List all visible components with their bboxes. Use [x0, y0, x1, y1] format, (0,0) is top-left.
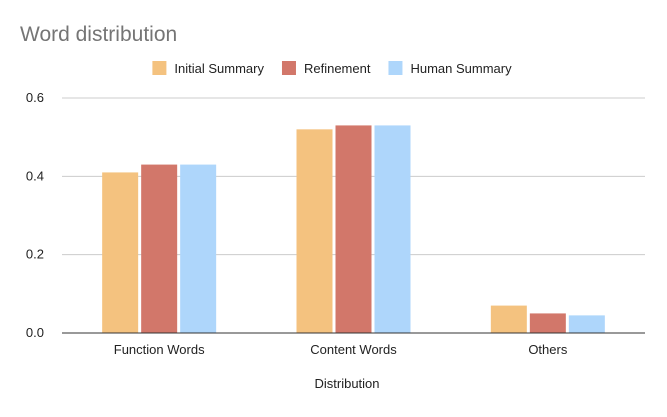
legend-label: Human Summary [410, 61, 512, 76]
x-tick-label: Others [528, 342, 568, 357]
legend-swatch [152, 61, 167, 75]
bar-initial-summary-content-words [296, 129, 333, 333]
y-tick-label: 0.4 [26, 168, 44, 183]
y-axis-ticks: 0.0 0.2 0.4 0.6 [26, 90, 44, 340]
y-tick-label: 0.0 [26, 325, 44, 340]
legend-label: Refinement [304, 61, 371, 76]
x-axis-title: Distribution [314, 376, 379, 391]
bar-refinement-others [529, 313, 566, 333]
legend-swatch [281, 61, 296, 75]
bar-refinement-function-words [141, 164, 178, 333]
bars [102, 125, 605, 334]
legend: Initial Summary Refinement Human Summary [152, 61, 512, 76]
x-tick-label: Content Words [310, 342, 397, 357]
legend-label: Initial Summary [174, 61, 264, 76]
x-axis-ticks: Function Words Content Words Others [114, 342, 568, 357]
y-tick-label: 0.6 [26, 90, 44, 105]
bar-initial-summary-others [490, 305, 527, 333]
bar-initial-summary-function-words [102, 172, 139, 333]
bar-human-summary-others [568, 315, 605, 333]
y-tick-label: 0.2 [26, 247, 44, 262]
legend-swatch [388, 61, 403, 75]
bar-refinement-content-words [335, 125, 372, 334]
x-tick-label: Function Words [114, 342, 205, 357]
bar-human-summary-function-words [180, 164, 217, 333]
chart-title: Word distribution [20, 23, 177, 46]
bar-human-summary-content-words [374, 125, 411, 334]
